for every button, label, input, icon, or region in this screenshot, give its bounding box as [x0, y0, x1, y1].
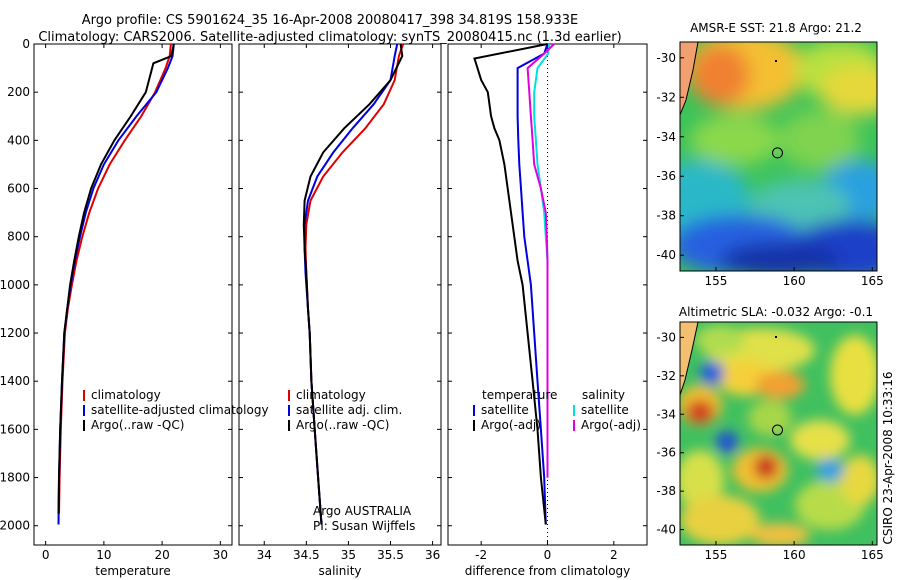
sla-heatmap: [680, 322, 877, 545]
salinity-xtick-label: 35.5: [377, 548, 404, 562]
temperature-panel: 0 10 20 30 0 200 400 600 800 1000 1200 1400 1600 1800…: [0, 37, 269, 578]
difference-series-0-line: [516, 43, 549, 525]
difference-legend-salinity-entry: satellite: [581, 403, 629, 417]
temperature-series-2-line: [57, 43, 175, 514]
depth-ytick-label: 2000: [0, 519, 30, 533]
depth-ytick-label: 400: [7, 133, 30, 147]
difference-xtick-label: -2: [475, 548, 487, 562]
sst-coastline: [680, 42, 699, 116]
figure-title-line1: Argo profile: CS 5901624_35 16-Apr-2008 …: [81, 13, 579, 28]
sla-map-frame: [679, 321, 878, 546]
depth-ytick-label: 200: [7, 85, 30, 99]
sst-ytick-label: -36: [656, 169, 676, 183]
difference-xtick-label: 2: [610, 548, 618, 562]
sla-coastline: [680, 322, 699, 396]
depth-ytick-label: 1400: [0, 374, 30, 388]
temperature-legend-entry: Argo(..raw -QC): [91, 418, 184, 432]
sst-ytick-label: -40: [656, 248, 676, 262]
sla-map-panel: Altimetric SLA: -0.032 Argo: -0.1: [656, 305, 883, 562]
salinity-series-1-line: [303, 43, 399, 525]
salinity-series-2-line: [302, 43, 404, 525]
salinity-xtick-label: 34.5: [293, 548, 320, 562]
salinity-legend-entry: Argo(..raw -QC): [296, 418, 389, 432]
temperature-plot-frame: [33, 43, 233, 546]
sla-ytick-label: -36: [656, 446, 676, 460]
sst-ytick-label: -38: [656, 209, 676, 223]
salinity-legend-entry: climatology: [296, 388, 366, 402]
sla-map-title: Altimetric SLA: -0.032 Argo: -0.1: [679, 305, 873, 319]
depth-ytick-label: 1200: [0, 326, 30, 340]
sla-ytick-label: -30: [656, 330, 676, 344]
sla-argo-location-marker: [772, 424, 783, 436]
sst-xtick-label: 165: [861, 274, 884, 288]
temperature-legend-entry: climatology: [91, 388, 161, 402]
salinity-series-0-line: [304, 43, 405, 525]
temperature-xtick-label: 0: [42, 548, 50, 562]
difference-legend-temperature-title: temperature: [482, 388, 557, 402]
sla-ytick-label: -38: [656, 484, 676, 498]
sst-map-title: AMSR-E SST: 21.8 Argo: 21.2: [690, 21, 862, 35]
sst-ytick-label: -32: [656, 90, 676, 104]
depth-ytick-label: 800: [7, 230, 30, 244]
salinity-xlabel: salinity: [318, 564, 361, 578]
salinity-xtick-label: 34: [257, 548, 272, 562]
figure-title-line2: Climatology: CARS2006. Satellite-adjuste…: [38, 30, 622, 45]
sst-xtick-label: 160: [783, 274, 806, 288]
sst-argo-location-marker: [772, 147, 783, 159]
salinity-legend-entry: satellite adj. clim.: [296, 403, 402, 417]
salinity-annotation: Argo AUSTRALIA: [313, 504, 412, 518]
temperature-legend-entry: satellite-adjusted climatology: [91, 403, 269, 417]
difference-legend-salinity-entry: Argo(-adj): [581, 418, 641, 432]
csiro-timestamp: CSIRO 23-Apr-2008 10:33:16: [881, 371, 895, 544]
difference-series-3-line: [526, 43, 555, 478]
sla-ytick-label: -32: [656, 369, 676, 383]
sst-map-frame: [679, 41, 878, 272]
difference-xlabel: difference from climatology: [465, 564, 631, 578]
difference-panel: -2 0 2 difference from climatology temperatu…: [447, 43, 648, 578]
temperature-xlabel: temperature: [95, 564, 170, 578]
difference-legend-salinity-title: salinity: [582, 388, 625, 402]
temperature-xtick-label: 10: [96, 548, 111, 562]
sla-xtick-label: 165: [861, 548, 884, 562]
sst-ytick-label: -34: [656, 130, 676, 144]
difference-legend-temperature-entry: satellite: [481, 403, 529, 417]
sla-ytick-label: -34: [656, 407, 676, 421]
difference-legend-temperature-entry: Argo(-adj): [481, 418, 541, 432]
sst-heatmap: [680, 42, 877, 271]
difference-series-1-line: [473, 43, 548, 525]
depth-ytick-label: 1800: [0, 471, 30, 485]
temperature-xtick-label: 30: [213, 548, 228, 562]
salinity-xtick-label: 35: [341, 548, 356, 562]
temperature-series-0-line: [58, 43, 172, 514]
depth-ytick-label: 600: [7, 182, 30, 196]
sst-ytick-label: -30: [656, 51, 676, 65]
depth-ytick-label: 0: [22, 37, 30, 51]
salinity-annotation: PI: Susan Wijffels: [313, 519, 415, 533]
salinity-plot-frame: [238, 43, 442, 546]
temperature-xtick-label: 20: [154, 548, 169, 562]
salinity-panel: 34 34.5 35 35.5 36 salinity climatologysatelli…: [238, 43, 442, 578]
depth-ytick-label: 1600: [0, 422, 30, 436]
sla-xtick-label: 155: [705, 548, 728, 562]
sst-xtick-label: 155: [705, 274, 728, 288]
sla-ytick-label: -40: [656, 523, 676, 537]
depth-ytick-label: 1000: [0, 278, 30, 292]
sst-map-panel: AMSR-E SST: 21.8 Argo: 21.2 155: [656, 21, 884, 288]
temperature-series-1-line: [57, 43, 175, 525]
difference-xtick-label: 0: [544, 548, 552, 562]
sla-xtick-label: 160: [783, 548, 806, 562]
salinity-xtick-label: 36: [425, 548, 440, 562]
